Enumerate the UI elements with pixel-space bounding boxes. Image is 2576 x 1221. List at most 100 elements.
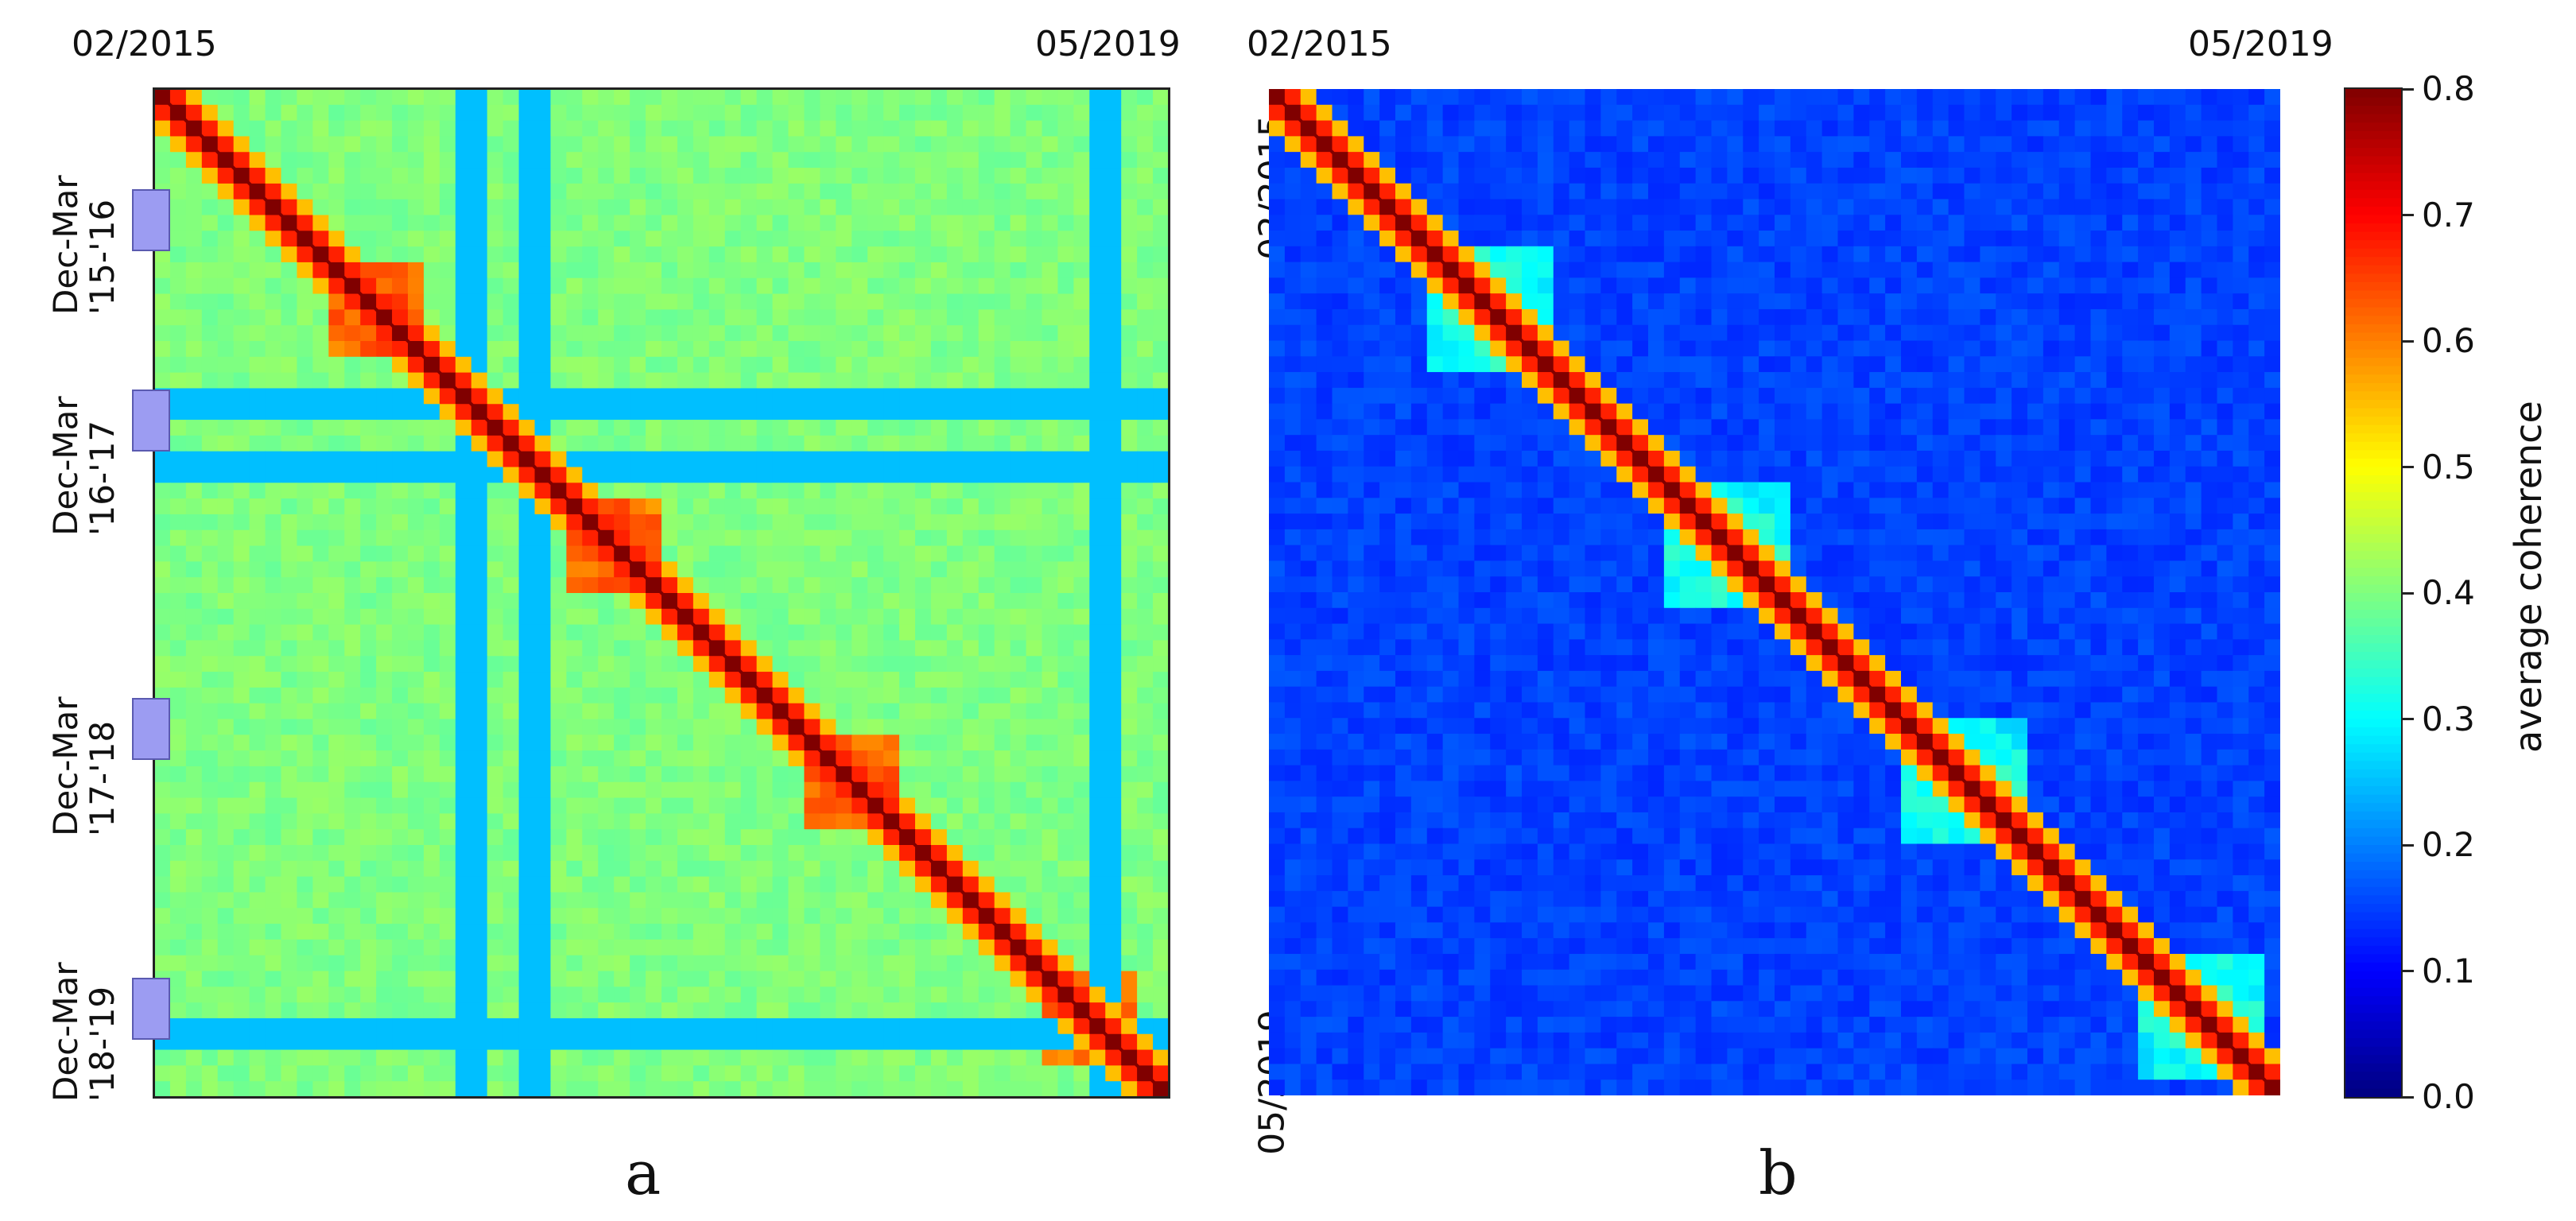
- panel-a-top-tick-end: 05/2019: [1035, 24, 1181, 64]
- heatmap-cell: [154, 104, 171, 122]
- heatmap-cell: [899, 435, 916, 452]
- heatmap-cell: [1648, 183, 1665, 200]
- heatmap-cell: [1269, 277, 1286, 294]
- heatmap-cell: [297, 152, 313, 169]
- heatmap-cell: [281, 152, 298, 169]
- heatmap-cell: [169, 199, 187, 216]
- heatmap-cell: [1996, 231, 2012, 247]
- heatmap-cell: [2138, 136, 2155, 153]
- heatmap-cell: [630, 356, 646, 374]
- heatmap-cell: [1806, 89, 1823, 106]
- heatmap-cell: [408, 215, 425, 231]
- heatmap-cell: [392, 168, 409, 184]
- heatmap-cell: [836, 104, 852, 122]
- heatmap-cell: [899, 341, 916, 358]
- heatmap-cell: [281, 293, 298, 310]
- heatmap-cell: [1284, 120, 1302, 137]
- heatmap-cell: [1057, 309, 1074, 326]
- heatmap-cell: [1727, 231, 1744, 247]
- heatmap-cell: [344, 356, 361, 374]
- heatmap-cell: [1042, 120, 1059, 138]
- heatmap-cell: [2122, 246, 2139, 263]
- heatmap-cell: [1711, 231, 1728, 247]
- heatmap-cell: [614, 325, 630, 342]
- heatmap-cell: [788, 168, 805, 184]
- heatmap-cell: [1980, 120, 1996, 137]
- heatmap-cell: [708, 168, 726, 184]
- heatmap-cell: [169, 183, 187, 200]
- heatmap-cell: [487, 372, 504, 390]
- heatmap-cell: [692, 199, 710, 216]
- heatmap-cell: [1600, 183, 1617, 200]
- heatmap-cell: [455, 309, 472, 326]
- heatmap-cell: [598, 262, 615, 279]
- heatmap-cell: [1885, 293, 1902, 310]
- heatmap-cell: [1569, 104, 1586, 122]
- heatmap-cell: [883, 199, 900, 216]
- heatmap-cell: [201, 183, 219, 200]
- heatmap-cell: [281, 277, 298, 295]
- heatmap-cell: [518, 168, 536, 184]
- heatmap-cell: [915, 293, 932, 310]
- heatmap-cell: [376, 89, 393, 106]
- heatmap-cell: [2138, 246, 2155, 263]
- heatmap-cell: [677, 293, 694, 310]
- heatmap-cell: [646, 325, 662, 342]
- heatmap-cell: [836, 341, 852, 358]
- heatmap-cell: [534, 262, 552, 279]
- heatmap-cell: [502, 325, 520, 342]
- heatmap-cell: [1775, 246, 1791, 263]
- heatmap-cell: [281, 372, 298, 390]
- heatmap-cell: [185, 246, 203, 263]
- heatmap-cell: [1775, 262, 1791, 278]
- heatmap-cell: [185, 277, 203, 295]
- heatmap-cell: [883, 215, 900, 231]
- heatmap-cell: [2138, 152, 2155, 169]
- heatmap-cell: [1743, 136, 1759, 153]
- heatmap-cell: [820, 199, 836, 216]
- heatmap-cell: [1410, 89, 1428, 106]
- heatmap-cell: [1553, 277, 1570, 294]
- heatmap-cell: [1364, 104, 1380, 122]
- heatmap-cell: [1964, 167, 1980, 184]
- heatmap-cell: [962, 120, 980, 138]
- heatmap-cell: [392, 293, 409, 310]
- heatmap-cell: [2012, 104, 2028, 122]
- heatmap-cell: [1490, 120, 1507, 137]
- heatmap-cell: [740, 199, 758, 216]
- heatmap-cell: [1506, 277, 1523, 294]
- heatmap-cell: [249, 231, 266, 247]
- heatmap-cell: [1364, 293, 1380, 310]
- heatmap-cell: [1458, 215, 1475, 231]
- heatmap-cell: [852, 388, 868, 405]
- heatmap-cell: [2090, 183, 2107, 200]
- heatmap-cell: [1743, 167, 1759, 184]
- heatmap-cell: [820, 325, 836, 342]
- heatmap-cell: [265, 246, 282, 263]
- season-label-15-16: Dec-Mar '15-'16: [46, 124, 122, 315]
- heatmap-cell: [1616, 89, 1633, 106]
- heatmap-cell: [2201, 120, 2218, 137]
- heatmap-cell: [1442, 89, 1460, 106]
- heatmap-cell: [1932, 293, 1949, 310]
- heatmap-cell: [836, 356, 852, 374]
- heatmap-cell: [360, 231, 377, 247]
- heatmap-cell: [487, 168, 504, 184]
- heatmap-cell: [1137, 356, 1154, 374]
- heatmap-cell: [297, 293, 313, 310]
- heatmap-cell: [1506, 246, 1523, 263]
- heatmap-cell: [692, 215, 710, 231]
- heatmap-cell: [1537, 152, 1554, 169]
- heatmap-cell: [185, 168, 203, 184]
- heatmap-cell: [867, 404, 884, 421]
- heatmap-cell: [233, 356, 250, 374]
- heatmap-cell: [1105, 231, 1122, 247]
- heatmap-cell: [661, 388, 678, 405]
- heatmap-cell: [772, 341, 789, 358]
- heatmap-cell: [1057, 152, 1074, 169]
- heatmap-cell: [1153, 183, 1169, 200]
- heatmap-cell: [1121, 231, 1138, 247]
- heatmap-cell: [439, 388, 456, 405]
- heatmap-cell: [708, 89, 726, 106]
- heatmap-cell: [820, 215, 836, 231]
